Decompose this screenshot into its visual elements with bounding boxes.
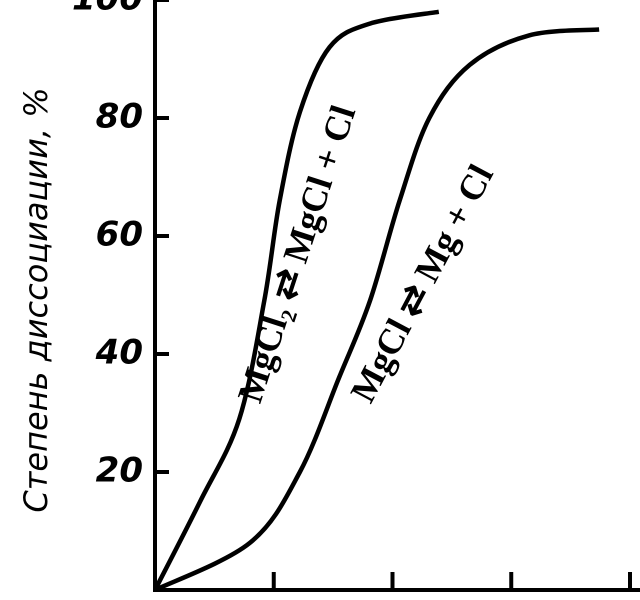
y-tick-label: 40 (95, 333, 143, 373)
series-label: MgCl₂ ⇄ MgCl + Cl (230, 101, 364, 408)
y-tick-label: 20 (96, 451, 143, 491)
y-tick-label: 100 (72, 0, 143, 19)
series-label: MgCl ⇄ Mg + Cl (342, 158, 501, 409)
line (152, 9, 440, 592)
y-tick-label: 80 (96, 97, 143, 137)
line (153, 27, 600, 593)
y-axis-label: Степень диссоциации, % (17, 87, 55, 512)
y-tick-label: 60 (96, 215, 143, 255)
